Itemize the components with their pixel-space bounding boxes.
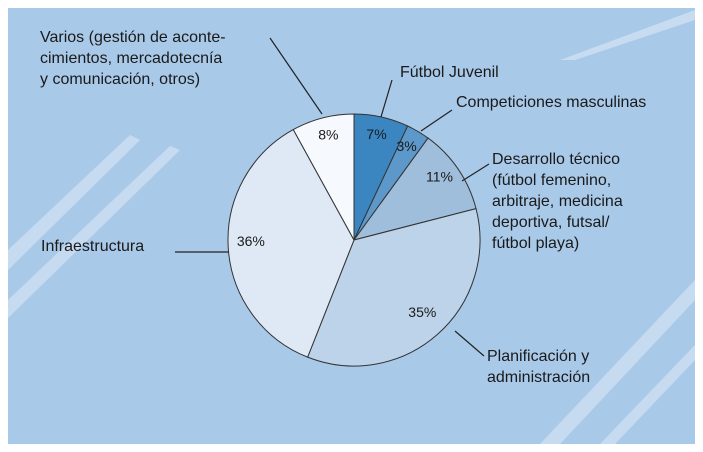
slice-label: y comunicación, otros) — [40, 71, 200, 88]
slice-label: cimientos, mercadotecnía — [40, 50, 222, 67]
slice-label: Desarrollo técnico — [492, 151, 620, 168]
streaks — [8, 10, 695, 444]
value-label: 3% — [396, 138, 416, 154]
slice-label: administración — [487, 369, 590, 386]
value-label: 11% — [426, 169, 453, 185]
value-label: 36% — [237, 233, 265, 249]
pie-slice — [292, 113, 355, 241]
leader-line — [420, 109, 453, 132]
slice-label: Infraestructura — [41, 238, 144, 255]
value-label: 8% — [318, 127, 338, 143]
slice-label: deportiva, futsal/ — [492, 214, 610, 231]
value-label: 35% — [408, 304, 436, 320]
slice-label: Planificación y — [487, 348, 589, 365]
slice-label: Competiciones masculinas — [456, 94, 646, 111]
slice-label: Fútbol Juvenil — [400, 64, 499, 81]
leader-line — [269, 37, 323, 115]
slice-label: fútbol playa) — [492, 235, 579, 252]
value-label: 7% — [366, 126, 386, 142]
leader-line — [454, 330, 485, 357]
leader-line — [461, 163, 490, 182]
slice-label: Varios (gestión de aconte- — [40, 29, 226, 46]
slice-label: arbitraje, medicina — [492, 193, 623, 210]
slice-label: (fútbol femenino, — [492, 172, 611, 189]
pie-slice — [352, 137, 477, 241]
pie-slice — [227, 128, 355, 358]
leader-line — [380, 79, 393, 118]
pie-slice — [306, 208, 481, 367]
